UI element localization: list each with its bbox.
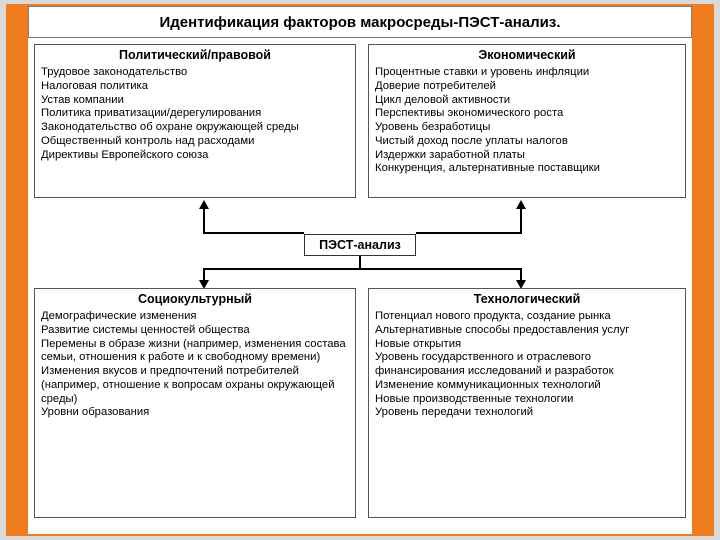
quadrant-technological-body: Потенциал нового продукта, создание рынк… [369, 308, 685, 424]
quadrant-technological: Технологический Потенциал нового продукт… [368, 288, 686, 518]
list-item: Издержки заработной платы [375, 149, 679, 163]
list-item: Новые производственные технологии [375, 393, 679, 407]
list-item: Потенциал нового продукта, создание рынк… [375, 310, 679, 324]
list-item: Процентные ставки и уровень инфляции [375, 66, 679, 80]
page-title: Идентификация факторов макросреды-ПЭСТ-а… [159, 14, 560, 31]
list-item: Устав компании [41, 94, 349, 108]
list-item: Демографические изменения [41, 310, 349, 324]
title-bar: Идентификация факторов макросреды-ПЭСТ-а… [28, 6, 692, 38]
list-item: Трудовое законодательство [41, 66, 349, 80]
arrow-up-left-line [203, 208, 205, 234]
connector-up-h2 [416, 232, 522, 234]
connector-up-h1 [203, 232, 304, 234]
arrow-up-right-line [520, 208, 522, 234]
list-item: Налоговая политика [41, 80, 349, 94]
quadrant-technological-header: Технологический [369, 289, 685, 308]
accent-frame: Идентификация факторов макросреды-ПЭСТ-а… [6, 4, 714, 536]
list-item: Уровень безработицы [375, 121, 679, 135]
list-item: Уровень передачи технологий [375, 406, 679, 420]
list-item: Перспективы экономического роста [375, 107, 679, 121]
quadrant-political: Политический/правовой Трудовое законодат… [34, 44, 356, 198]
arrow-up-left-head [199, 200, 209, 209]
quadrant-economic: Экономический Процентные ставки и уровен… [368, 44, 686, 198]
quadrant-sociocultural-body: Демографические изменения Развитие систе… [35, 308, 355, 424]
list-item: Законодательство об охране окружающей ср… [41, 121, 349, 135]
list-item: Новые открытия [375, 338, 679, 352]
list-item: Уровни образования [41, 406, 349, 420]
list-item: Политика приватизации/дерегулирования [41, 107, 349, 121]
list-item: Изменение коммуникационных технологий [375, 379, 679, 393]
list-item: Изменения вкусов и предпочтений потребит… [41, 365, 349, 406]
list-item: Перемены в образе жизни (например, измен… [41, 338, 349, 366]
quadrant-economic-header: Экономический [369, 45, 685, 64]
connector-down-h1 [203, 268, 361, 270]
quadrant-political-header: Политический/правовой [35, 45, 355, 64]
list-item: Цикл деловой активности [375, 94, 679, 108]
quadrant-political-body: Трудовое законодательство Налоговая поли… [35, 64, 355, 166]
list-item: Развитие системы ценностей общества [41, 324, 349, 338]
connector-down-h2 [359, 268, 522, 270]
list-item: Чистый доход после уплаты налогов [375, 135, 679, 149]
arrow-up-right-head [516, 200, 526, 209]
center-label-text: ПЭСТ-анализ [319, 238, 401, 252]
quadrant-sociocultural: Социокультурный Демографические изменени… [34, 288, 356, 518]
content-panel: Идентификация факторов макросреды-ПЭСТ-а… [28, 6, 692, 534]
quadrant-economic-body: Процентные ставки и уровень инфляции Дов… [369, 64, 685, 180]
list-item: Директивы Европейского союза [41, 149, 349, 163]
list-item: Конкуренция, альтернативные поставщики [375, 162, 679, 176]
quadrant-sociocultural-header: Социокультурный [35, 289, 355, 308]
list-item: Уровень государственного и отраслевого ф… [375, 351, 679, 379]
center-label: ПЭСТ-анализ [304, 234, 416, 256]
list-item: Альтернативные способы предоставления ус… [375, 324, 679, 338]
list-item: Доверие потребителей [375, 80, 679, 94]
list-item: Общественный контроль над расходами [41, 135, 349, 149]
